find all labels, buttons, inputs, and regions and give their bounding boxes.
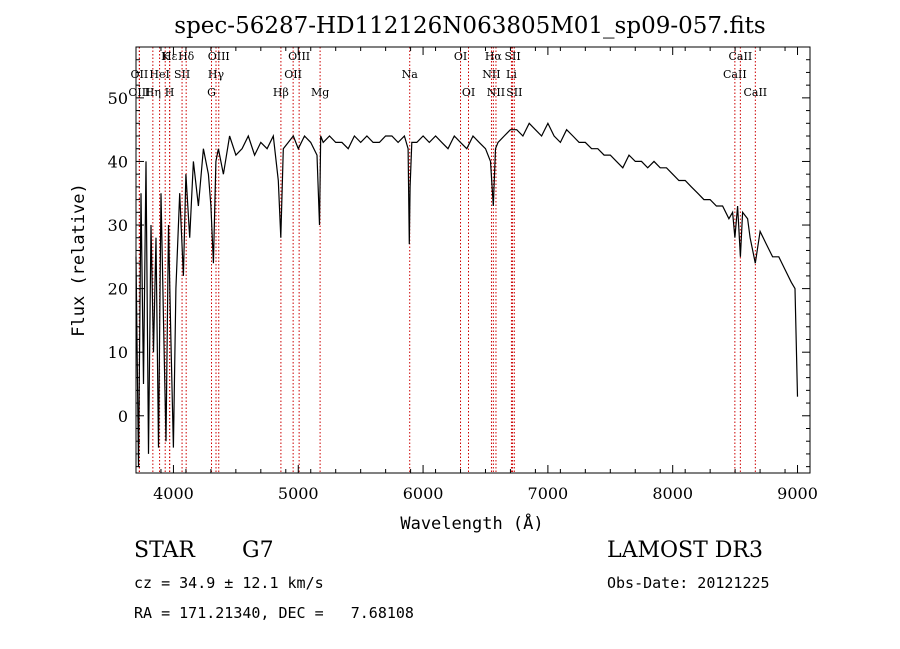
survey-name: LAMOST DR3	[607, 538, 763, 563]
line-label-22: Li	[506, 68, 517, 81]
x-tick-label: 7000	[528, 484, 569, 503]
x-tick-label: 8000	[652, 484, 693, 503]
line-label-7: Hη	[145, 86, 161, 99]
line-label-24: SII	[506, 86, 522, 99]
line-label-17: OI	[454, 50, 467, 63]
line-label-9: OIII	[208, 50, 230, 63]
y-tick-label: 20	[108, 280, 128, 299]
line-label-13: OIII	[288, 50, 310, 63]
x-axis-ticks: 4000 5000 6000 7000 8000 9000	[135, 47, 818, 503]
line-label-10: Hγ	[208, 68, 225, 81]
object-subclass: G7	[242, 538, 274, 563]
y-tick-label: 10	[108, 343, 128, 362]
y-axis-ticks: 0 10 20 30 40 50	[108, 59, 810, 468]
line-label-15: Mg	[311, 86, 329, 99]
line-label-20: SII	[504, 50, 520, 63]
line-label-8: H	[165, 86, 175, 99]
line-label-1: K	[161, 50, 170, 63]
line-label-4: HeI	[149, 68, 169, 81]
y-axis-label: Flux (relative)	[69, 183, 89, 337]
line-label-5: SII	[174, 68, 190, 81]
object-class: STAR	[134, 538, 195, 563]
x-tick-label: 6000	[403, 484, 444, 503]
plot-frame	[135, 46, 811, 474]
y-tick-label: 30	[108, 216, 128, 235]
line-label-21: NII	[482, 68, 500, 81]
line-label-2: Hδ	[178, 50, 195, 63]
y-tick-label: 50	[108, 89, 128, 108]
x-axis-label: Wavelength (Å)	[400, 512, 543, 534]
x-tick-label: 4000	[153, 484, 194, 503]
line-label-6: OIII	[128, 86, 150, 99]
x-tick-label: 5000	[278, 484, 319, 503]
x-tick-label: 9000	[777, 484, 818, 503]
spectrum-line	[135, 121, 799, 467]
y-tick-label: 40	[108, 152, 128, 171]
redshift-readout: cz = 34.9 ± 12.1 km/s	[134, 574, 324, 592]
spectral-line-markers	[138, 47, 756, 473]
coordinates-readout: RA = 171.21340, DEC = 7.68108	[134, 604, 414, 622]
line-label-11: G	[207, 86, 216, 99]
observation-date: Obs-Date: 20121225	[607, 574, 770, 592]
line-label-12: Hβ	[273, 86, 289, 99]
line-label-18: OI	[462, 86, 475, 99]
line-label-16: Na	[402, 68, 419, 81]
y-tick-label: 0	[118, 407, 128, 426]
line-label-25: CaII	[729, 50, 753, 63]
line-label-19: Hα	[485, 50, 503, 63]
line-label-27: CaII	[743, 86, 767, 99]
line-label-3: OII	[131, 68, 149, 81]
line-label-14: OII	[284, 68, 302, 81]
line-label-23: NII	[487, 86, 505, 99]
line-label-26: CaII	[723, 68, 747, 81]
chart-title: spec-56287-HD112126N063805M01_sp09-057.f…	[174, 13, 765, 39]
